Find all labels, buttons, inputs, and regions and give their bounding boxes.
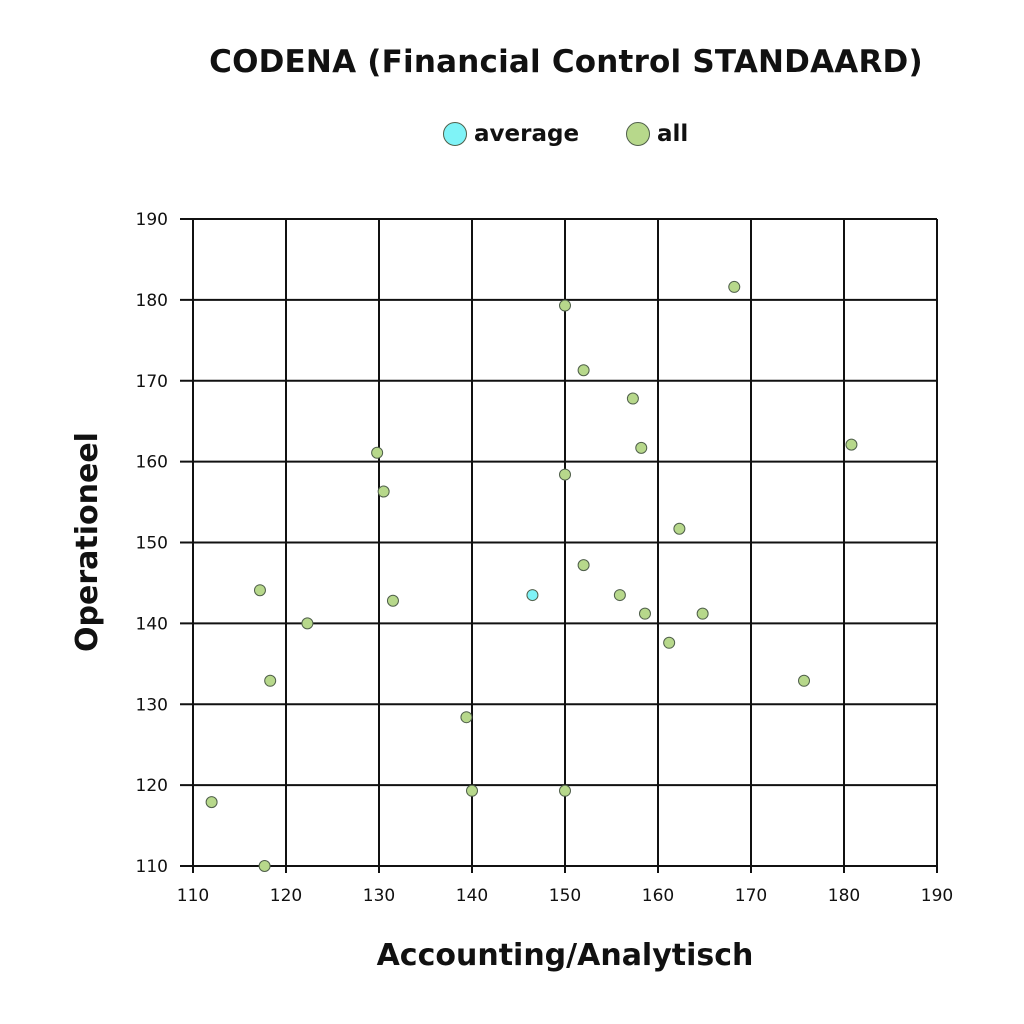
series-all <box>205 280 858 872</box>
legend-item-average: average <box>443 114 579 154</box>
y-tick-label: 180 <box>136 291 168 311</box>
x-tick-label: 110 <box>177 886 209 906</box>
data-point-all <box>635 441 648 454</box>
y-tick-label: 140 <box>136 614 168 634</box>
data-point-all <box>258 860 271 872</box>
data-point-all <box>466 784 478 797</box>
legend-swatch-all <box>626 122 650 146</box>
x-tick-label: 140 <box>456 886 488 906</box>
data-point-all <box>613 589 626 602</box>
data-point-all <box>559 468 571 481</box>
data-point-all <box>577 559 590 572</box>
data-point-all <box>205 796 218 809</box>
legend-swatch-average <box>443 122 467 146</box>
data-point-all <box>386 594 399 607</box>
data-point-all <box>626 392 639 405</box>
data-point-all <box>253 584 266 597</box>
data-point-all <box>798 674 811 687</box>
x-tick-label: 130 <box>363 886 395 906</box>
data-point-all <box>663 636 676 649</box>
data-point-all <box>559 299 571 312</box>
x-tick-label: 170 <box>735 886 767 906</box>
series-average <box>526 589 539 602</box>
y-tick-label: 190 <box>136 210 168 230</box>
y-tick-label: 150 <box>136 534 168 554</box>
data-point-all <box>460 711 473 724</box>
legend-label-all: all <box>657 121 689 147</box>
data-point-all <box>845 438 858 451</box>
legend-label-average: average <box>474 121 580 147</box>
data-point-all <box>577 364 590 377</box>
data-point-all <box>638 607 651 620</box>
y-tick-label: 120 <box>136 776 168 796</box>
x-tick-label: 190 <box>921 886 953 906</box>
x-tick-label: 120 <box>270 886 302 906</box>
x-tick-label: 150 <box>549 886 581 906</box>
x-axis-label: Accounting/Analytisch <box>377 938 754 973</box>
legend-item-all: all <box>626 114 688 154</box>
chart-title: CODENA (Financial Control STANDAARD) <box>209 44 923 80</box>
data-point-all <box>673 522 686 535</box>
legend: average all <box>0 114 1024 154</box>
x-tick-label: 180 <box>828 886 860 906</box>
tick-labels: 110 120 130 140 150 160 170 180 190 110 120 130 140 1… <box>136 210 954 906</box>
data-point-all <box>264 674 277 687</box>
data-point-all <box>371 446 384 459</box>
data-point-all <box>559 784 571 797</box>
y-tick-label: 130 <box>136 695 168 715</box>
y-axis-label: Operationeel <box>70 432 105 652</box>
data-point-all <box>728 280 741 293</box>
y-tick-label: 110 <box>136 857 168 877</box>
y-tick-label: 160 <box>136 453 168 473</box>
data-point-all <box>696 607 709 620</box>
y-tick-label: 170 <box>136 372 168 392</box>
data-point-average <box>526 589 539 602</box>
grid <box>180 218 938 873</box>
data-points <box>205 280 858 872</box>
x-tick-label: 160 <box>642 886 674 906</box>
data-point-all <box>377 485 390 498</box>
data-point-all <box>301 617 314 630</box>
